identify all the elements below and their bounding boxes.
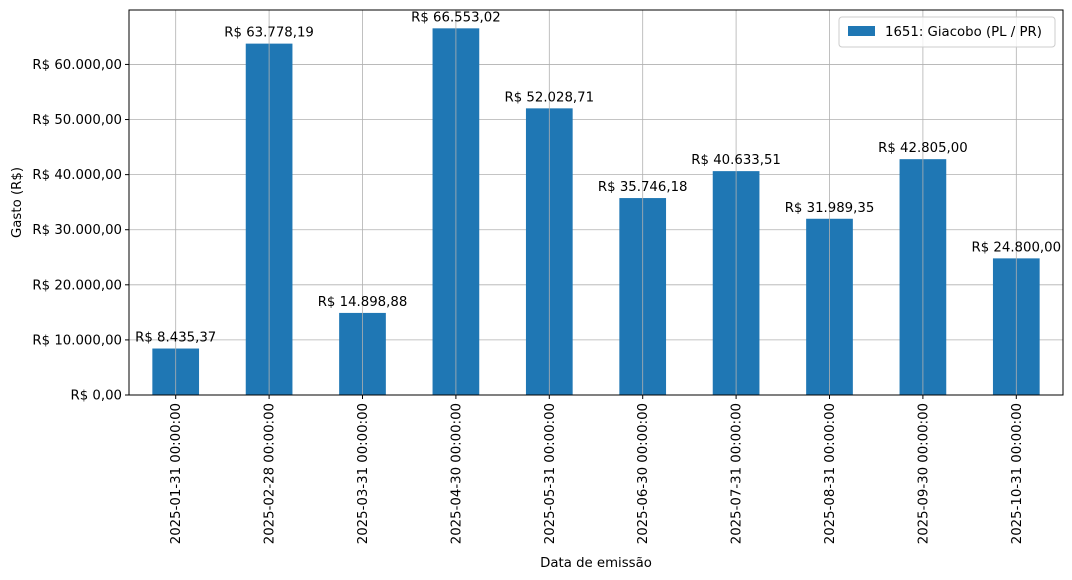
y-axis-label: Gasto (R$) [10, 167, 25, 238]
bar-value-label: R$ 8.435,37 [135, 331, 216, 346]
x-tick-label: 2025-03-31 00:00:00 [356, 403, 371, 544]
legend: 1651: Giacobo (PL / PR) [838, 16, 1056, 48]
y-tick-label: R$ 40.000,00 [32, 168, 122, 183]
x-tick-label: 2025-09-30 00:00:00 [916, 403, 931, 544]
x-tick-label: 2025-04-30 00:00:00 [449, 403, 464, 544]
bar-value-label: R$ 35.746,18 [598, 180, 688, 195]
x-axis-label: Data de emissão [540, 556, 652, 571]
bar-value-label: R$ 63.778,19 [224, 26, 314, 41]
legend-swatch [848, 26, 875, 36]
bar-value-label: R$ 40.633,51 [691, 153, 781, 168]
y-axis-ticks: R$ 0,00 R$ 10.000,00 R$ 20.000,00 R$ 30.000… [32, 58, 129, 404]
legend-box [838, 16, 1056, 48]
bar-value-label: R$ 24.800,00 [971, 240, 1061, 255]
x-tick-label: 2025-08-31 00:00:00 [823, 403, 838, 544]
y-tick-label: R$ 30.000,00 [32, 223, 122, 238]
y-tick-label: R$ 60.000,00 [32, 58, 122, 73]
x-tick-label: 2025-02-28 00:00:00 [263, 403, 278, 544]
legend-label: 1651: Giacobo (PL / PR) [885, 25, 1042, 40]
bar-value-label: R$ 31.989,35 [785, 201, 875, 216]
y-tick-label: R$ 10.000,00 [32, 333, 122, 348]
plot-frame [128, 9, 1064, 396]
y-tick-label: R$ 50.000,00 [32, 113, 122, 128]
y-tick-label: R$ 0,00 [70, 389, 122, 404]
x-tick-label: 2025-06-30 00:00:00 [636, 403, 651, 544]
x-tick-label: 2025-10-31 00:00:00 [1010, 403, 1025, 544]
x-tick-label: 2025-07-31 00:00:00 [730, 403, 745, 544]
bar-value-label: R$ 66.553,02 [411, 10, 501, 25]
bar-value-labels: R$ 8.435,37 R$ 63.778,19 R$ 14.898,88 R$ 66… [135, 10, 1061, 345]
vertical-grid-lines [175, 10, 1017, 395]
x-tick-label: 2025-05-31 00:00:00 [543, 403, 558, 544]
x-axis-ticks: 2025-01-31 00:00:00 2025-02-28 00:00:00 20… [169, 395, 1025, 544]
bar-value-label: R$ 14.898,88 [318, 295, 408, 310]
bar-value-label: R$ 42.805,00 [878, 141, 968, 156]
y-tick-label: R$ 20.000,00 [32, 278, 122, 293]
x-tick-label: 2025-01-31 00:00:00 [169, 403, 184, 544]
bar-value-label: R$ 52.028,71 [504, 90, 594, 105]
